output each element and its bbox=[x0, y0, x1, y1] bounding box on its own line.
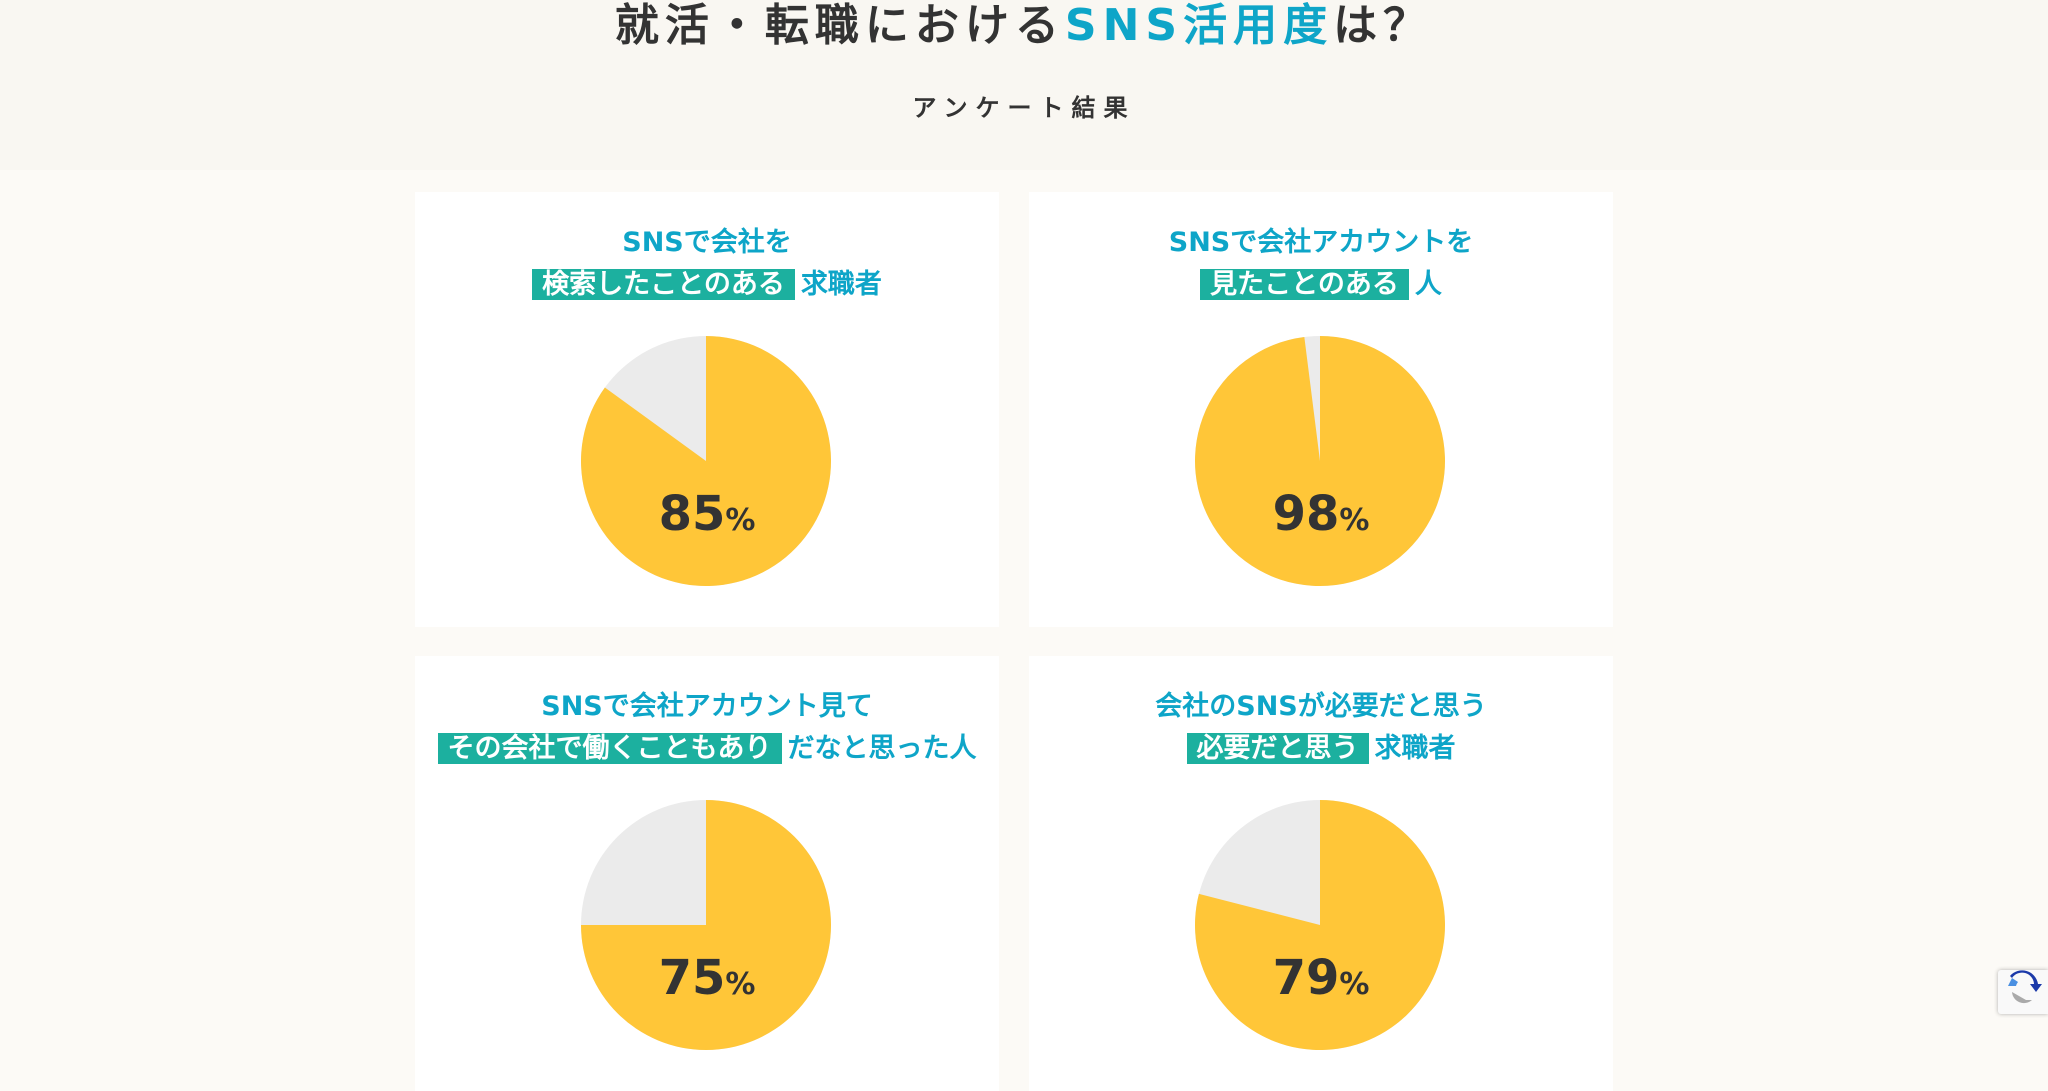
percent-label: 85% bbox=[415, 486, 999, 542]
percent-label: 79% bbox=[1029, 950, 1613, 1006]
card-title-line2: その会社で働くこともあり だなと思った人 bbox=[415, 731, 999, 767]
survey-card: 会社のSNSが必要だと思う 必要だと思う 求職者 79% bbox=[1029, 656, 1613, 1091]
percent-label: 98% bbox=[1029, 486, 1613, 542]
card-title-line1: 会社のSNSが必要だと思う bbox=[1155, 691, 1487, 722]
card-title-line1: SNSで会社を bbox=[622, 227, 792, 258]
title-text: 就活・転職における bbox=[614, 0, 1065, 51]
percent-unit: % bbox=[725, 503, 756, 538]
header-band: 就活・転職におけるSNS活用度は？ アンケート結果 bbox=[0, 0, 2048, 170]
survey-card: SNSで会社アカウントを 見たことのある人 98% bbox=[1029, 192, 1613, 627]
pie-slice-value bbox=[581, 336, 831, 586]
percent-unit: % bbox=[1339, 503, 1370, 538]
pie-chart bbox=[581, 336, 831, 586]
title-accent: SNS活用度 bbox=[1064, 0, 1334, 51]
page-title: 就活・転職におけるSNS活用度は？ bbox=[0, 0, 2048, 52]
pie-chart bbox=[1195, 336, 1445, 586]
card-title-highlight: 必要だと思う bbox=[1186, 733, 1369, 764]
pie-chart bbox=[1195, 800, 1445, 1050]
percent-value: 75 bbox=[658, 950, 726, 1006]
survey-card: SNSで会社を 検索したことのある 求職者 85% bbox=[415, 192, 999, 627]
card-title-highlight: 見たことのある bbox=[1200, 269, 1409, 300]
pie-chart bbox=[581, 800, 831, 1050]
percent-value: 85 bbox=[658, 486, 726, 542]
percent-value: 79 bbox=[1272, 950, 1340, 1006]
card-title-line2: 検索したことのある 求職者 bbox=[415, 267, 999, 303]
subtitle: アンケート結果 bbox=[912, 94, 1136, 122]
card-title-highlight: その会社で働くこともあり bbox=[437, 733, 782, 764]
card-title-line1: SNSで会社アカウントを bbox=[1168, 227, 1474, 258]
card-title-line1: SNSで会社アカウント見て bbox=[541, 691, 873, 722]
card-title-suffix: 人 bbox=[1414, 269, 1442, 300]
percent-unit: % bbox=[1339, 967, 1370, 1002]
survey-card: SNSで会社アカウント見て その会社で働くこともあり だなと思った人 75% bbox=[415, 656, 999, 1091]
card-title-suffix: 求職者 bbox=[800, 269, 882, 300]
percent-unit: % bbox=[725, 967, 756, 1002]
title-suffix: は？ bbox=[1333, 0, 1434, 51]
percent-value: 98 bbox=[1272, 486, 1340, 542]
card-title-highlight: 検索したことのある bbox=[532, 269, 795, 300]
recaptcha-icon bbox=[2008, 970, 2042, 1004]
pie-slice-value bbox=[581, 800, 831, 1050]
card-title-suffix: 求職者 bbox=[1374, 733, 1456, 764]
pie-slice-value bbox=[1195, 800, 1445, 1050]
percent-label: 75% bbox=[415, 950, 999, 1006]
card-title-line2: 必要だと思う 求職者 bbox=[1029, 731, 1613, 767]
recaptcha-badge[interactable] bbox=[1998, 970, 2048, 1014]
card-title-suffix: だなと思った人 bbox=[787, 733, 977, 764]
card-title-line2: 見たことのある人 bbox=[1029, 267, 1613, 303]
pie-slice-value bbox=[1195, 336, 1445, 586]
